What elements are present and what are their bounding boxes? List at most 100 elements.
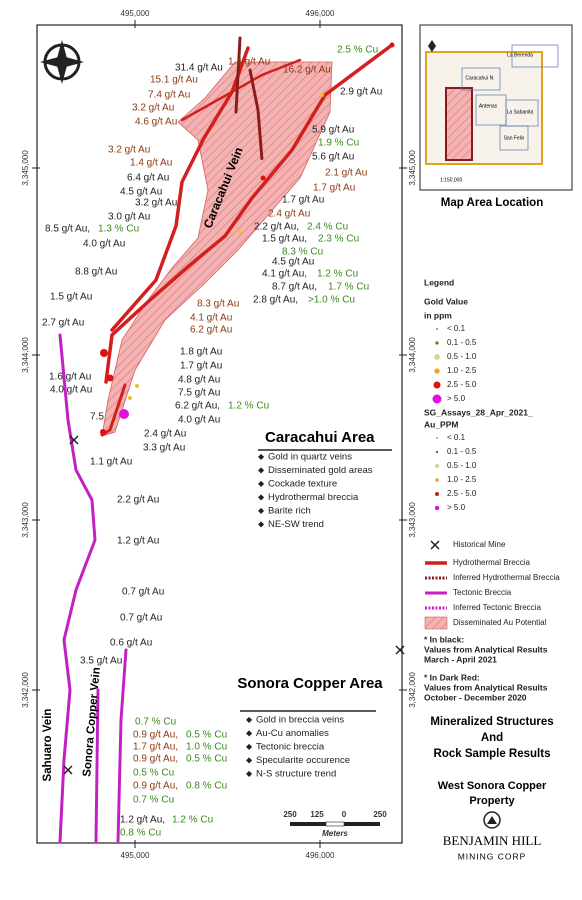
company-sub: MINING CORP [458,851,527,861]
sample-label: 4.8 g/t Au [178,375,220,386]
sample-label: 7.4 g/t Au [148,90,190,101]
legend-item: 1.0 - 2.5 [447,366,477,375]
scale-tick: 250 [283,810,297,819]
sample-label: 3.2 g/t Au [135,198,177,209]
sample-label: 0.9 g/t Au, [133,754,178,765]
bullet: ◆ [258,479,265,488]
sample-label: 6.2 g/t Au [190,325,232,336]
sample-label: 7.5 g/t Au [178,388,220,399]
sample-label: 4.0 g/t Au [178,415,220,426]
sample-label: 1.3 % Cu [98,224,139,235]
sample-label: 0.5 % Cu [133,768,174,779]
bullet: ◆ [246,769,253,778]
northing-label: 3,344,000 [21,337,30,373]
sample-label: 4.0 g/t Au [50,385,92,396]
map-title: And [481,732,503,744]
sample-label: 1.6 g/t Au [49,372,91,383]
easting-label: 495,000 [121,851,150,860]
sample-label: 0.5 % Cu [186,754,227,765]
bullet: ◆ [246,742,253,751]
sample-label: 1.2 % Cu [172,815,213,826]
legend-item: Inferred Hydrothermal Breccia [453,573,560,582]
inset-scale: 1:150,000 [440,177,462,183]
sample-label: 0.5 % Cu [186,730,227,741]
northing-label: 3,343,000 [408,502,417,538]
sample-label: 1.2 g/t Au, [120,815,165,826]
sample-label: 0.9 g/t Au, [133,730,178,741]
sample-label: 5.9 g/t Au [312,125,354,136]
northing-label: 3,344,000 [408,337,417,373]
bullet: ◆ [258,452,265,461]
bullet: ◆ [246,756,253,765]
map-title: Rock Sample Results [434,748,551,760]
legend-item: Historical Mine [453,540,506,549]
legend-item: Hydrothermal Breccia [453,558,530,567]
sample-label: 2.1 g/t Au [325,168,367,179]
legend-item: > 5.0 [447,394,466,403]
scale-tick: 250 [373,810,387,819]
sample-label: 1.7 % Cu [328,282,369,293]
scale-tick: 0 [342,810,347,819]
easting-label: 496,000 [306,851,335,860]
sample-label: 2.2 g/t Au, [254,222,299,233]
bullet: ◆ [258,506,265,515]
northing-label: 3,345,000 [21,150,30,186]
sample-label: 1.2 g/t Au [117,536,159,547]
scale-bar: 250 125 0 250 Meters [283,810,387,838]
legend-title: Legend [424,277,454,287]
sample-label: 3.5 g/t Au [80,656,122,667]
sample-label: 6.2 g/t Au, [175,401,220,412]
sample-label: 1.4 g/t Au [130,158,172,169]
sample-label: 4.0 g/t Au [83,239,125,250]
area-title: Caracahui Area [265,429,375,446]
sample-label: 16.2 g/t Au [283,65,331,76]
sample-label: 1.4 g/t Au [228,57,270,68]
area-item: Specularite occurence [256,755,350,766]
sample-label: 8.8 g/t Au [75,267,117,278]
legend-note: * In black: [424,634,464,644]
sample-label: 8.3 g/t Au [197,299,239,310]
sample-label: 31.4 g/t Au [175,63,223,74]
company-name: BENJAMIN HILL [443,833,542,848]
sample-label: 5.6 g/t Au [312,152,354,163]
sample-label: 4.5 g/t Au [120,187,162,198]
sample-label: 1.5 g/t Au [50,292,92,303]
sample-label: 15.1 g/t Au [150,75,198,86]
legend-item: 2.5 - 5.0 [447,489,477,498]
sample-label: 2.5 % Cu [337,45,378,56]
property-name: West Sonora Copper [438,780,547,792]
vein-label: Sahuaro Vein [42,709,54,782]
inset-caption: Map Area Location [441,197,543,209]
sample-label: 0.7 % Cu [135,717,176,728]
sample-label: 0.7 g/t Au [120,613,162,624]
bullet: ◆ [258,493,265,502]
legend-item: 0.5 - 1.0 [447,461,477,470]
sample-label: 0.8 % Cu [120,828,161,839]
area-item: Au-Cu anomalies [256,728,329,739]
sample-points [100,42,395,435]
legend-symbols [424,328,448,630]
legend-item: > 5.0 [447,503,466,512]
sample-label: 1.7 g/t Au [313,183,355,194]
area-item: Tectonic breccia [256,742,325,753]
northing-label: 3,343,000 [21,502,30,538]
sample-label: 6.4 g/t Au [127,173,169,184]
inset-place: San Felix [504,135,525,141]
inset-place: Antenas [479,103,498,109]
legend-note: October - December 2020 [424,692,527,702]
sample-label: 8.7 g/t Au, [272,282,317,293]
area-title: Sonora Copper Area [237,675,383,692]
area-item: Disseminated gold areas [268,465,373,476]
sample-label: 1.7 g/t Au [282,195,324,206]
legend-unit: Au_PPM [424,419,458,429]
north-arrow [40,40,84,84]
company-logo [483,811,501,829]
northing-label: 3,342,000 [408,672,417,708]
legend-item: < 0.1 [447,433,466,442]
inset-place: La Sabanita [507,109,534,115]
legend-heading: Gold Value [424,296,468,306]
inset-place: Caracahui N. [465,75,494,81]
legend-unit: in ppm [424,310,452,320]
bullet: ◆ [258,520,265,529]
sample-label: 3.3 g/t Au [143,443,185,454]
